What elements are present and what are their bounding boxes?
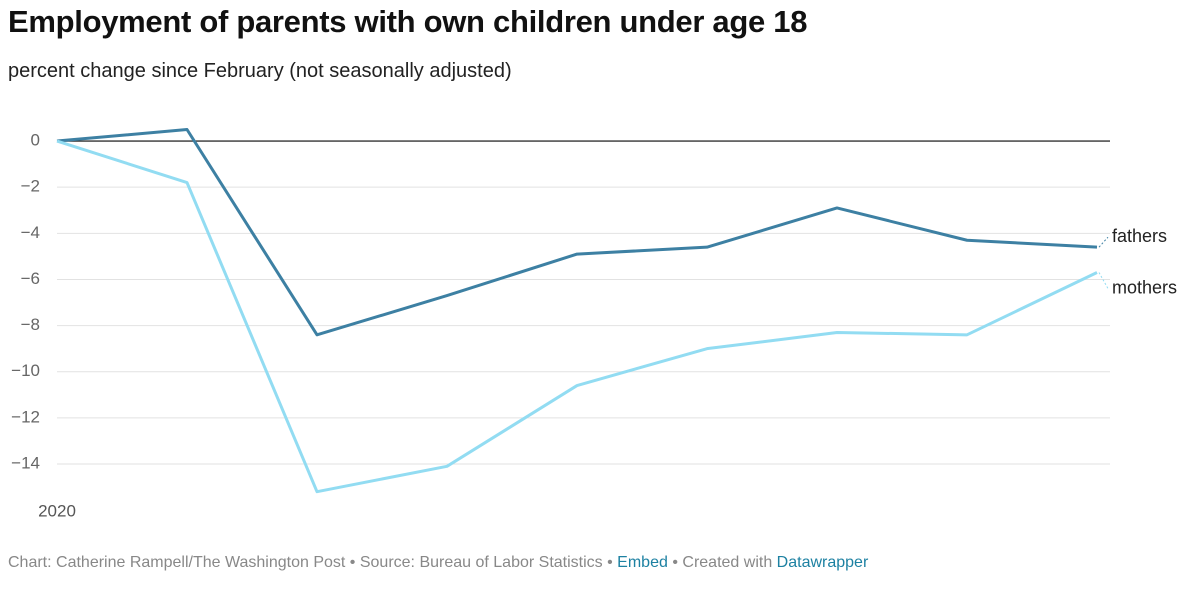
- y-tick-label: −4: [21, 223, 40, 242]
- label-connector: [1098, 272, 1109, 289]
- x-tick-label: 2020: [38, 501, 76, 520]
- series-line: [56, 128, 1098, 337]
- separator: •: [672, 554, 678, 571]
- source: Source: Bureau of Labor Statistics: [359, 554, 603, 571]
- separator: •: [349, 554, 356, 571]
- y-tick-label: −12: [11, 407, 40, 426]
- y-tick-label: −14: [11, 453, 40, 472]
- series-label: fathers: [1112, 226, 1167, 246]
- series-label: mothers: [1112, 277, 1177, 297]
- y-tick-label: 0: [31, 131, 40, 150]
- y-tick-label: −8: [21, 315, 40, 334]
- created-with: Created with: [682, 554, 773, 571]
- footer: Chart: Catherine Rampell/The Washington …: [8, 554, 868, 572]
- series-line: [56, 139, 1098, 494]
- separator: •: [607, 554, 613, 571]
- chart-subtitle: percent change since February (not seaso…: [8, 60, 512, 82]
- y-tick-label: −2: [21, 177, 40, 196]
- credit: Chart: Catherine Rampell/The Washington …: [8, 554, 346, 571]
- chart-title: Employment of parents with own children …: [8, 4, 808, 39]
- y-tick-label: −6: [21, 269, 40, 288]
- embed-link[interactable]: Embed: [617, 554, 668, 571]
- datawrapper-link[interactable]: Datawrapper: [776, 554, 869, 571]
- y-tick-label: −10: [11, 361, 40, 380]
- label-connector: [1098, 236, 1109, 248]
